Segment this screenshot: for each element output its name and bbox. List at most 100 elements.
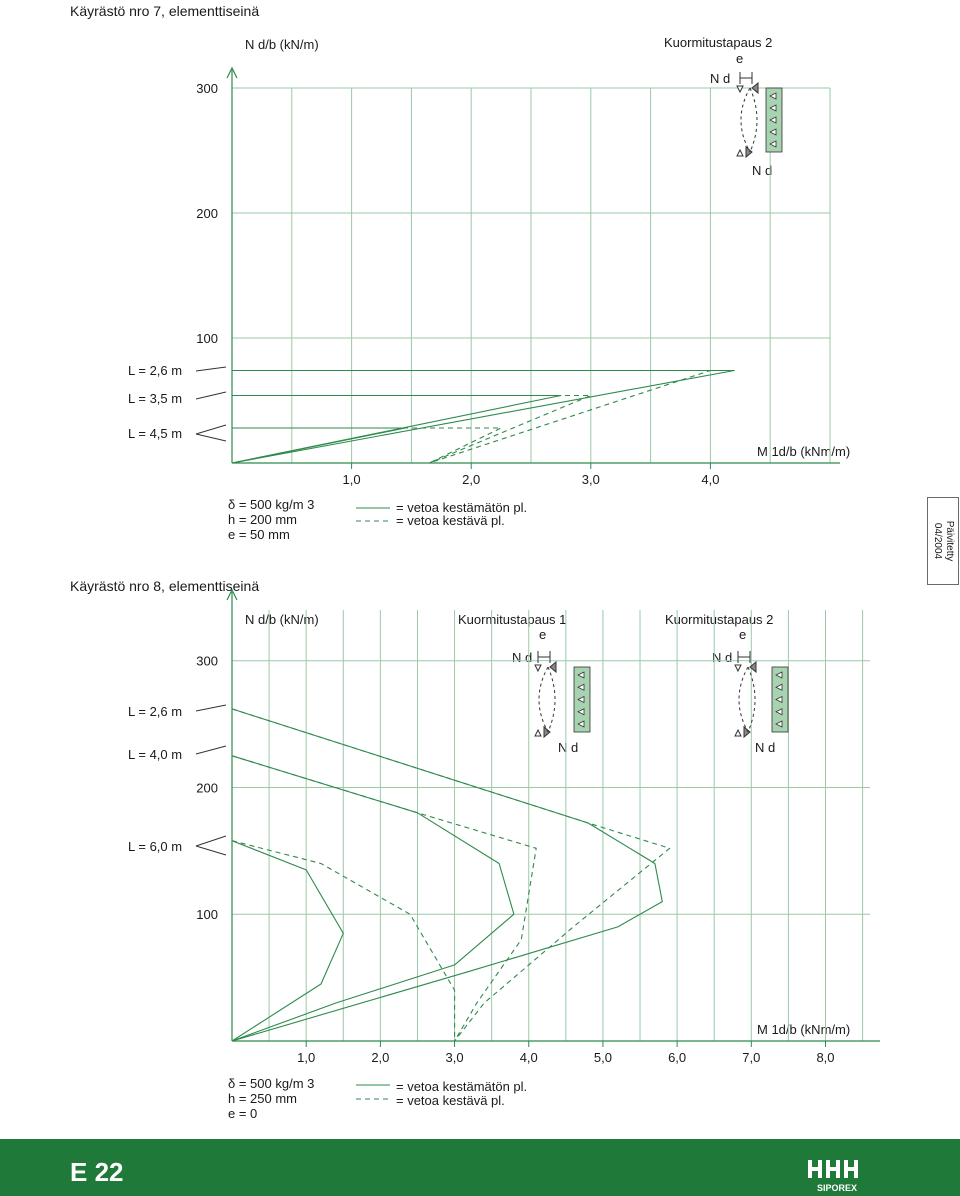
chart7-plot: 1,0 2,0 3,0 4,0 100 200 300 bbox=[195, 66, 840, 522]
chart8-y-tick-label: 200 bbox=[196, 780, 218, 795]
chart7-load-e: e bbox=[736, 51, 744, 66]
chart8-load-case-1-label: Kuormitustapaus 1 bbox=[458, 612, 567, 627]
chart7-y-axis-label: N d/b (kN/m) bbox=[245, 37, 319, 52]
load7-case2-arrow-down-icon bbox=[736, 85, 744, 94]
chart8-legend-solid: = vetoa kestämätön pl. bbox=[396, 1079, 528, 1094]
chart8-param-eccentricity: e = 0 bbox=[228, 1106, 258, 1121]
load8-case2-deflection-right bbox=[747, 666, 756, 733]
chart7-series-label-3-5: L = 3,5 m bbox=[128, 391, 183, 406]
load8-case2-pressure-arrow-icon bbox=[775, 695, 783, 704]
load8-case2-arrow-up-icon bbox=[734, 728, 742, 737]
chart8-load-case-1-nd-top: N d bbox=[512, 650, 533, 665]
chart8-x-tick-label: 6,0 bbox=[668, 1050, 686, 1065]
updated-tab: Päivitetty 04/2004 bbox=[927, 497, 959, 585]
chart8-label-pointer bbox=[195, 704, 227, 712]
siporex-logo: SIPOREX bbox=[808, 1160, 858, 1193]
chart8-label-pointer bbox=[195, 745, 227, 755]
load7-case2-pressure-arrow-icon bbox=[769, 116, 777, 124]
chart8-load-case-1-nd-bottom: N d bbox=[558, 740, 579, 755]
chart7-series-label-2-6: L = 2,6 m bbox=[128, 363, 183, 378]
chart8-param-thickness: h = 250 mm bbox=[228, 1091, 298, 1106]
chart8-x-tick-label: 5,0 bbox=[594, 1050, 612, 1065]
chart8-series-solid-4 bbox=[231, 840, 344, 1042]
chart7-series-label-4-5: L = 4,5 m bbox=[128, 426, 183, 441]
load7-case2-pressure-arrow-icon bbox=[769, 140, 777, 148]
chart8-load-case-2-nd-top: N d bbox=[712, 650, 733, 665]
chart7-y-tick-label: 300 bbox=[196, 81, 218, 96]
chart7-legend-solid: = vetoa kestämätön pl. bbox=[396, 500, 528, 515]
chart8-load-case-2-nd-bottom: N d bbox=[755, 740, 776, 755]
chart7-param-thickness: h = 200 mm bbox=[228, 512, 298, 527]
chart7-load-nd-top: N d bbox=[710, 71, 731, 86]
chart8-series-label-4-0: L = 4,0 m bbox=[128, 747, 183, 762]
load8-case2-pressure-arrow-icon bbox=[775, 708, 783, 716]
load8-case1-pressure-arrow-icon bbox=[577, 720, 585, 728]
chart7-series-dashed-5 bbox=[232, 427, 502, 464]
chart8-series-label-2-6: L = 2,6 m bbox=[128, 704, 183, 719]
chart8-x-tick-label: 2,0 bbox=[371, 1050, 389, 1065]
load7-case2-support-top-icon bbox=[751, 81, 759, 95]
chart8-y-tick-label: 100 bbox=[196, 907, 218, 922]
load8-case1-pressure-arrow-icon bbox=[577, 695, 585, 704]
load8-case2-pressure-arrow-icon bbox=[775, 720, 783, 728]
chart8-x-tick-label: 3,0 bbox=[446, 1050, 464, 1065]
chart8-series-dashed-5 bbox=[231, 840, 456, 1041]
load8-case1-pressure-arrow-icon bbox=[577, 671, 585, 679]
load8-case2-pressure-arrow-icon bbox=[775, 683, 783, 691]
chart8-legend-dashed: = vetoa kestävä pl. bbox=[396, 1093, 505, 1108]
footer-bar bbox=[0, 1139, 960, 1196]
load7-case2-pressure-arrow-icon bbox=[769, 92, 777, 100]
chart7-series-solid-0 bbox=[231, 369, 735, 464]
chart8-x-axis-label: M 1d/b (kNm/m) bbox=[757, 1022, 851, 1037]
load7-case2-pressure-arrow-icon bbox=[769, 128, 777, 136]
chart8-series-solid-2 bbox=[231, 755, 515, 1042]
load7-case2-arrow-up-icon bbox=[736, 148, 744, 157]
load8-case2-arrow-down-icon bbox=[734, 664, 742, 673]
chart7-load-nd-bottom: N d bbox=[752, 163, 773, 178]
chart7-series-dashed-1 bbox=[232, 369, 711, 464]
chart8-load-case-1-e: e bbox=[539, 627, 547, 642]
chart7-label-pointer bbox=[195, 391, 227, 400]
chart7-param-eccentricity: e = 50 mm bbox=[228, 527, 290, 542]
chart8-y-axis-label: N d/b (kN/m) bbox=[245, 612, 319, 627]
updated-date: 04/2004 bbox=[932, 522, 943, 560]
chart8-series-dashed-1 bbox=[231, 708, 671, 1042]
chart7-param-density: δ = 500 kg/m 3 bbox=[228, 497, 315, 512]
chart7-y-tick-label: 100 bbox=[196, 331, 218, 346]
chart7-legend-dashed: = vetoa kestävä pl. bbox=[396, 513, 505, 528]
chart8-y-axis-arrow bbox=[226, 588, 238, 601]
chart8-load-case-2-label: Kuormitustapaus 2 bbox=[665, 612, 774, 627]
chart7-x-tick-label: 2,0 bbox=[462, 472, 480, 487]
chart8-x-tick-label: 4,0 bbox=[520, 1050, 538, 1065]
load8-case1-deflection-right bbox=[547, 666, 556, 733]
load7-case2-deflection-left bbox=[740, 87, 751, 153]
siporex-logo-text: SIPOREX bbox=[817, 1183, 857, 1193]
chart8-y-tick-label: 300 bbox=[196, 654, 218, 669]
chart8-series-dashed-3 bbox=[231, 755, 537, 1042]
chart7-label-pointer bbox=[195, 424, 227, 442]
chart7-x-tick-label: 4,0 bbox=[701, 472, 719, 487]
load7-case2-deflection-right bbox=[749, 87, 758, 153]
load8-case1-arrow-up-icon bbox=[534, 728, 542, 737]
chart7-x-tick-label: 3,0 bbox=[582, 472, 600, 487]
load8-case2-support-bottom-icon bbox=[743, 725, 751, 739]
chart7-series-dashed-3 bbox=[232, 394, 592, 464]
chart7-label-pointer bbox=[195, 366, 227, 372]
chart8-title: Käyrästö nro 8, elementtiseinä bbox=[70, 578, 260, 594]
load8-case1-arrow-down-icon bbox=[534, 664, 542, 673]
load8-case1-pressure-arrow-icon bbox=[577, 708, 585, 716]
chart8-series-solid-0 bbox=[231, 708, 663, 1042]
chart7-series-solid-4 bbox=[231, 427, 406, 464]
load8-case2-deflection-left bbox=[738, 666, 749, 733]
chart7-x-tick-label: 1,0 bbox=[343, 472, 361, 487]
load8-case1-deflection-left bbox=[538, 666, 549, 733]
chart8-series-label-6-0: L = 6,0 m bbox=[128, 839, 183, 854]
chart8-x-tick-label: 1,0 bbox=[297, 1050, 315, 1065]
chart7-load-case-label: Kuormitustapaus 2 bbox=[664, 35, 773, 50]
load7-case2-pressure-arrow-icon bbox=[769, 104, 777, 112]
chart7-y-axis-arrow bbox=[226, 66, 238, 79]
chart7-x-axis-label: M 1d/b (kNm/m) bbox=[757, 444, 851, 459]
chart7-y-tick-label: 200 bbox=[196, 206, 218, 221]
load8-case2-support-top-icon bbox=[749, 660, 757, 674]
chart8-plot: 1,0 2,0 3,0 4,0 5,0 6,0 7,0 8,0 100 200 300 bbox=[195, 588, 880, 1100]
